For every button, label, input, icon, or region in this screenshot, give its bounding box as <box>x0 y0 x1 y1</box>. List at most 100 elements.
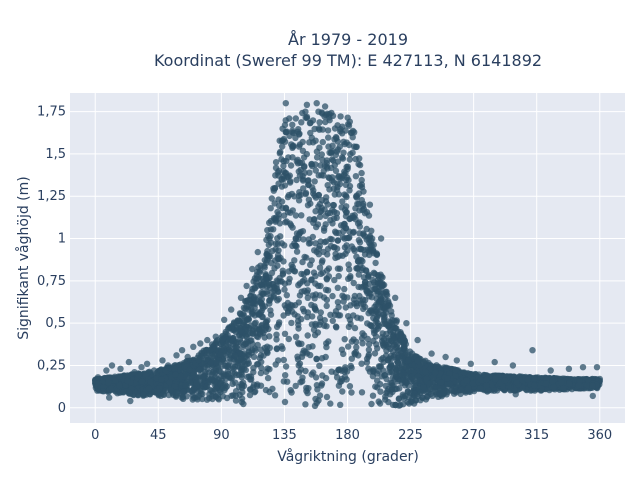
data-point <box>243 338 250 345</box>
data-point <box>448 387 455 394</box>
data-point <box>348 355 355 362</box>
data-point <box>220 372 227 380</box>
data-point <box>287 162 295 169</box>
data-point <box>354 264 361 272</box>
data-point <box>310 269 318 276</box>
data-point <box>190 385 197 392</box>
data-point <box>125 358 133 366</box>
data-point <box>392 365 400 373</box>
data-point <box>310 326 318 333</box>
data-point <box>315 245 323 252</box>
data-point <box>238 380 245 388</box>
data-point <box>404 388 412 395</box>
data-point <box>180 395 187 402</box>
data-point <box>332 323 340 330</box>
data-point <box>417 389 424 396</box>
data-point <box>117 365 124 372</box>
data-point <box>243 282 250 290</box>
data-point <box>286 115 293 122</box>
x-tick-label: 135 <box>272 428 297 443</box>
data-point <box>369 392 377 399</box>
data-point <box>196 366 203 374</box>
data-point <box>340 171 348 178</box>
data-point <box>273 336 280 343</box>
data-point <box>341 191 348 198</box>
data-point <box>307 261 314 268</box>
data-point <box>131 369 138 376</box>
data-point <box>280 162 287 170</box>
data-point <box>315 191 322 199</box>
data-point <box>287 179 294 186</box>
data-point <box>463 377 470 384</box>
data-point <box>384 357 392 364</box>
data-point <box>197 340 204 347</box>
data-point <box>235 371 243 379</box>
data-point <box>283 304 290 312</box>
data-point <box>218 336 226 343</box>
data-point <box>355 271 362 278</box>
data-point <box>302 108 309 115</box>
y-tick-label: 0 <box>58 401 66 416</box>
data-point <box>402 364 410 371</box>
data-point <box>380 290 387 297</box>
data-point <box>315 282 322 289</box>
y-tick-label: 0,5 <box>45 316 66 331</box>
data-point <box>300 236 307 243</box>
data-point <box>272 246 279 253</box>
data-point <box>392 401 399 409</box>
data-point <box>336 312 344 319</box>
data-point <box>287 209 294 216</box>
data-point <box>351 350 358 357</box>
data-point <box>298 270 305 278</box>
data-point <box>295 362 302 369</box>
data-point <box>295 168 302 175</box>
data-point <box>244 360 251 368</box>
data-point <box>477 385 484 392</box>
data-point <box>206 347 213 354</box>
data-point <box>402 346 409 354</box>
data-point <box>356 182 364 189</box>
data-point <box>303 113 311 121</box>
data-point <box>575 382 582 389</box>
data-point <box>346 383 354 390</box>
data-point <box>377 388 384 395</box>
data-point <box>299 258 306 266</box>
data-point <box>420 384 427 391</box>
data-point <box>157 392 164 399</box>
data-point <box>321 238 328 246</box>
data-point <box>108 385 115 392</box>
data-point <box>232 379 239 386</box>
data-point <box>339 388 346 395</box>
data-point <box>292 134 299 142</box>
data-point <box>305 196 313 203</box>
data-point <box>171 365 178 372</box>
data-point <box>251 275 259 282</box>
data-point <box>312 240 319 247</box>
data-point <box>298 119 305 126</box>
data-point <box>396 385 403 392</box>
data-point <box>315 397 322 404</box>
data-point <box>348 389 355 396</box>
data-point <box>306 169 313 176</box>
data-point <box>332 133 340 141</box>
data-point <box>369 276 376 284</box>
data-point <box>399 377 407 384</box>
data-point <box>158 366 165 373</box>
data-point <box>257 369 265 377</box>
data-point <box>158 376 165 383</box>
data-point <box>322 212 329 220</box>
data-point <box>378 298 385 305</box>
y-tick-label: 1 <box>58 232 66 247</box>
data-point <box>339 123 346 130</box>
data-point <box>178 347 186 354</box>
data-point <box>264 374 272 382</box>
data-point <box>467 360 474 367</box>
data-point <box>282 205 290 212</box>
data-point <box>377 363 385 370</box>
data-point <box>105 379 112 386</box>
data-point <box>281 398 289 406</box>
data-point <box>339 198 346 205</box>
data-point <box>162 387 170 394</box>
data-point <box>307 119 314 127</box>
data-point <box>126 389 133 396</box>
